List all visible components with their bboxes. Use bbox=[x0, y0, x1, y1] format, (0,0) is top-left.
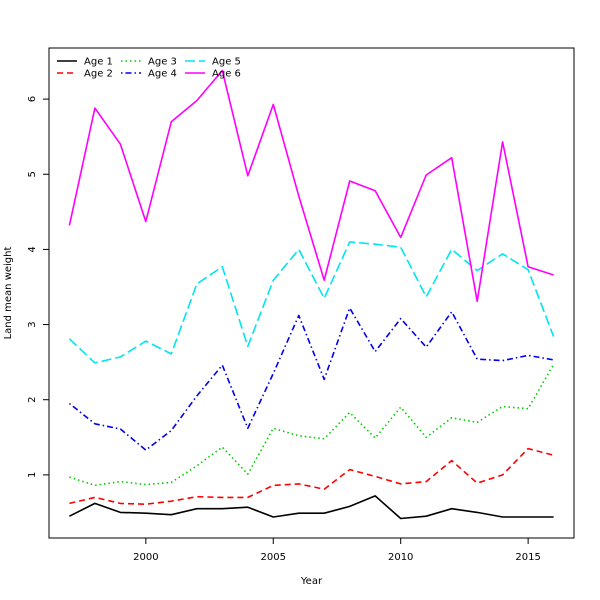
x-axis: 2000 2005 2010 2015 bbox=[133, 538, 541, 563]
series-lines bbox=[68, 69, 555, 520]
plot-frame bbox=[48, 47, 575, 539]
series-line-age-6 bbox=[68, 69, 554, 303]
series-line-age-2 bbox=[69, 447, 554, 506]
x-tick-label: 2000 bbox=[133, 552, 158, 563]
y-tick-label: 6 bbox=[27, 96, 38, 102]
legend-label-age-6: Age 6 bbox=[212, 69, 241, 80]
y-axis-title: Land mean weight bbox=[3, 247, 14, 340]
legend-label-age-4: Age 4 bbox=[148, 69, 177, 80]
y-axis: 1 2 3 4 5 6 bbox=[27, 96, 49, 478]
x-tick-label: 2010 bbox=[388, 552, 413, 563]
series-line-age-5 bbox=[68, 241, 555, 364]
legend-label-age-2: Age 2 bbox=[84, 69, 113, 80]
x-tick-label: 2015 bbox=[515, 552, 540, 563]
y-tick-label: 3 bbox=[27, 321, 38, 327]
y-tick-label: 4 bbox=[27, 246, 38, 252]
legend-label-age-3: Age 3 bbox=[148, 57, 177, 68]
y-tick-label: 2 bbox=[27, 397, 38, 403]
x-axis-title: Year bbox=[300, 576, 323, 587]
series-line-age-4 bbox=[68, 307, 554, 451]
series-line-age-3 bbox=[69, 364, 555, 487]
y-tick-label: 5 bbox=[27, 171, 38, 177]
legend-label-age-5: Age 5 bbox=[212, 57, 241, 68]
x-tick-label: 2005 bbox=[261, 552, 286, 563]
legend-label-age-1: Age 1 bbox=[84, 57, 113, 68]
series-line-age-1 bbox=[69, 495, 554, 520]
y-tick-label: 1 bbox=[27, 472, 38, 478]
